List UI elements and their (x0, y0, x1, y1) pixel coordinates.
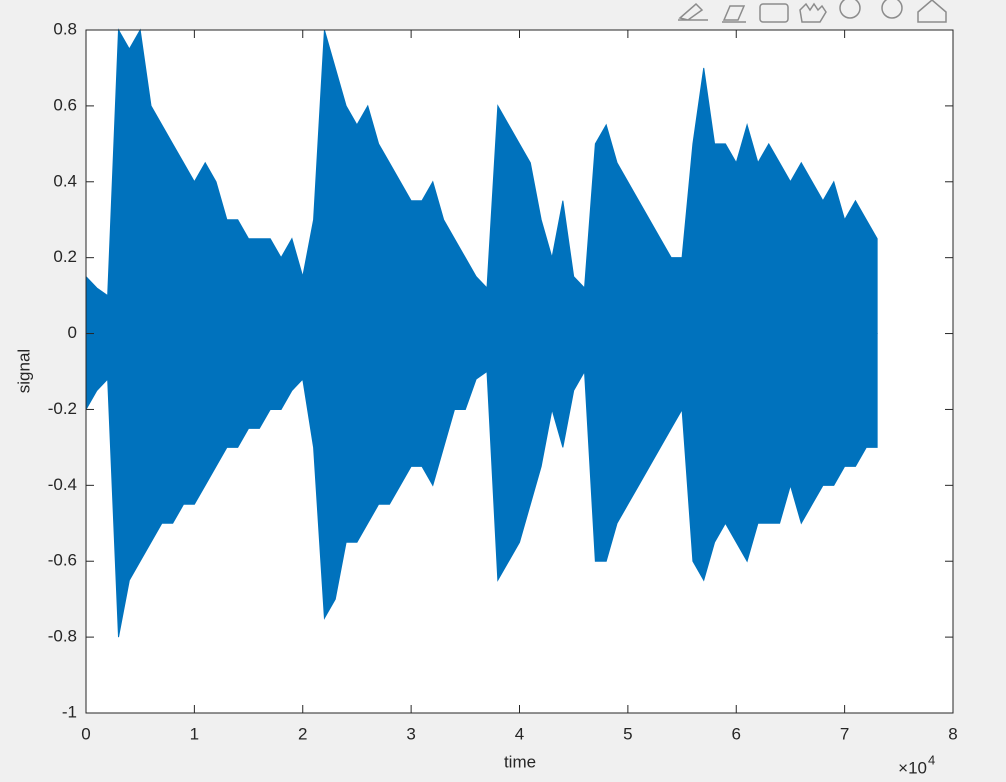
y-tick-label: 0.8 (53, 19, 77, 38)
home-icon[interactable] (917, 0, 947, 23)
x-tick-label: 5 (623, 724, 632, 743)
zoom-in-icon[interactable] (839, 0, 861, 19)
x-tick-label: 8 (948, 724, 957, 743)
y-tick-label: -0.8 (48, 627, 77, 646)
y-tick-label: 0 (68, 323, 77, 342)
y-tick-label: 0.2 (53, 247, 77, 266)
toolbar[interactable] (678, 0, 947, 23)
pan-icon[interactable] (799, 2, 827, 23)
x-tick-label: 0 (81, 724, 90, 743)
signal-area (85, 28, 878, 335)
x-tick-label: 7 (840, 724, 849, 743)
x-tick-label: 4 (515, 724, 524, 743)
datatip-icon[interactable] (722, 5, 746, 23)
brush-icon[interactable] (678, 2, 708, 21)
zoom-out-icon[interactable] (881, 0, 903, 19)
y-tick-label: -0.2 (48, 399, 77, 418)
x-multiplier-exponent: 4 (928, 752, 935, 767)
y-tick-label: -0.4 (48, 475, 77, 494)
x-tick-label: 2 (298, 724, 307, 743)
y-tick-label: -1 (62, 702, 77, 721)
y-tick-label: 0.4 (53, 171, 77, 190)
x-tick-label: 6 (732, 724, 741, 743)
y-tick-label: -0.6 (48, 551, 77, 570)
signal-area (85, 333, 878, 638)
x-tick-label: 3 (406, 724, 415, 743)
legend-icon[interactable] (759, 3, 789, 23)
x-multiplier-base: ×10 (898, 758, 927, 777)
y-tick-label: 0.6 (53, 95, 77, 114)
x-axis-label: time (504, 752, 536, 771)
y-axis-label: signal (14, 349, 33, 393)
x-tick-label: 1 (190, 724, 199, 743)
plot-layer (85, 28, 878, 638)
